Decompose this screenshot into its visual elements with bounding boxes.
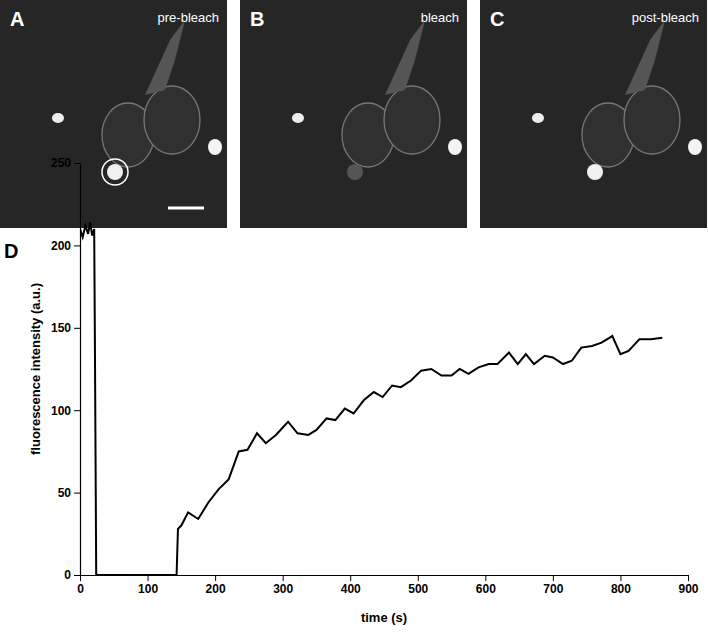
tick-mark: [74, 575, 80, 576]
panel-letter: C: [490, 8, 504, 30]
tick-mark: [553, 575, 554, 581]
tick-label: 50: [58, 486, 72, 500]
tick-label: 0: [77, 582, 84, 596]
cell-outline: [144, 86, 200, 154]
tick: 800: [611, 575, 631, 596]
tick: 300: [273, 575, 293, 596]
bright-spot: [532, 113, 544, 123]
cells: [292, 20, 462, 180]
tick-mark: [80, 575, 81, 581]
bleach-target: [107, 164, 123, 180]
cell-process: [385, 20, 425, 95]
panel-caption: post-bleach: [632, 10, 699, 25]
tick-label: 100: [138, 582, 158, 596]
tick-mark: [74, 410, 80, 411]
plot-area: [80, 222, 662, 575]
cells: [532, 20, 702, 180]
panel-background: [0, 0, 227, 228]
image-panel: Bbleach: [240, 0, 467, 228]
y-axis-title: fluorescence intensity (a.u.): [28, 283, 43, 455]
bright-spot: [688, 139, 702, 155]
tick-label: 900: [678, 582, 698, 596]
bleach-region: [102, 159, 128, 185]
tick: 600: [476, 575, 496, 596]
image-panel: Cpost-bleach: [480, 0, 707, 228]
cell-outline: [384, 86, 440, 154]
cell-process: [145, 20, 185, 95]
panel-letter: A: [10, 8, 24, 30]
data-line: [80, 222, 662, 575]
panel-background: [240, 0, 467, 228]
tick: 500: [408, 575, 428, 596]
tick-mark: [74, 245, 80, 246]
cell-process: [625, 20, 665, 95]
panel-caption: bleach: [421, 10, 459, 25]
tick: 0: [77, 575, 84, 596]
tick: 700: [543, 575, 563, 596]
tick: 400: [341, 575, 361, 596]
tick-label: 400: [341, 582, 361, 596]
tick-label: 600: [476, 582, 496, 596]
figure: Apre-bleachBbleachCpost-bleachD010020030…: [0, 0, 708, 635]
tick-label: 150: [51, 321, 71, 335]
tick-mark: [485, 575, 486, 581]
tick: 200: [206, 575, 226, 596]
tick: 100: [138, 575, 158, 596]
bleach-target: [587, 164, 603, 180]
tick-label: 250: [51, 156, 71, 170]
panel-letter: D: [4, 240, 18, 262]
cell-outline: [624, 86, 680, 154]
image-panel: Apre-bleach: [0, 0, 227, 228]
panel-letter: B: [250, 8, 264, 30]
tick-label: 300: [273, 582, 293, 596]
tick: 200: [51, 239, 80, 253]
tick-label: 200: [206, 582, 226, 596]
bright-spot: [52, 113, 64, 123]
tick-mark: [418, 575, 419, 581]
scale-bar: [168, 207, 204, 210]
panel-caption: pre-bleach: [158, 10, 219, 25]
tick-label: 200: [51, 239, 71, 253]
bright-spot: [292, 113, 304, 123]
y-axis: 0 50 100 150 200 250: [51, 156, 81, 582]
tick: 100: [51, 404, 80, 418]
bright-spot: [448, 139, 462, 155]
x-axis-title: time (s): [361, 610, 407, 625]
panel-background: [480, 0, 707, 228]
tick-label: 0: [64, 568, 71, 582]
tick-mark: [215, 575, 216, 581]
tick-mark: [688, 575, 689, 581]
tick: 150: [51, 321, 80, 335]
axis-line: [80, 164, 81, 576]
tick-label: 100: [51, 404, 71, 418]
tick-label: 500: [408, 582, 428, 596]
x-axis: 0 100 200 300 400 500 600 700 800 900: [77, 575, 699, 596]
tick-label: 700: [543, 582, 563, 596]
tick-mark: [350, 575, 351, 581]
tick: 900: [678, 575, 698, 596]
tick-mark: [74, 493, 80, 494]
tick: 250: [51, 156, 80, 170]
tick: 0: [64, 568, 80, 582]
tick-mark: [74, 163, 80, 164]
tick-mark: [620, 575, 621, 581]
tick-mark: [74, 328, 80, 329]
bleach-target: [347, 164, 363, 180]
tick: 50: [58, 486, 80, 500]
cells: [52, 20, 222, 180]
tick-label: 800: [611, 582, 631, 596]
tick-mark: [283, 575, 284, 581]
bright-spot: [208, 139, 222, 155]
